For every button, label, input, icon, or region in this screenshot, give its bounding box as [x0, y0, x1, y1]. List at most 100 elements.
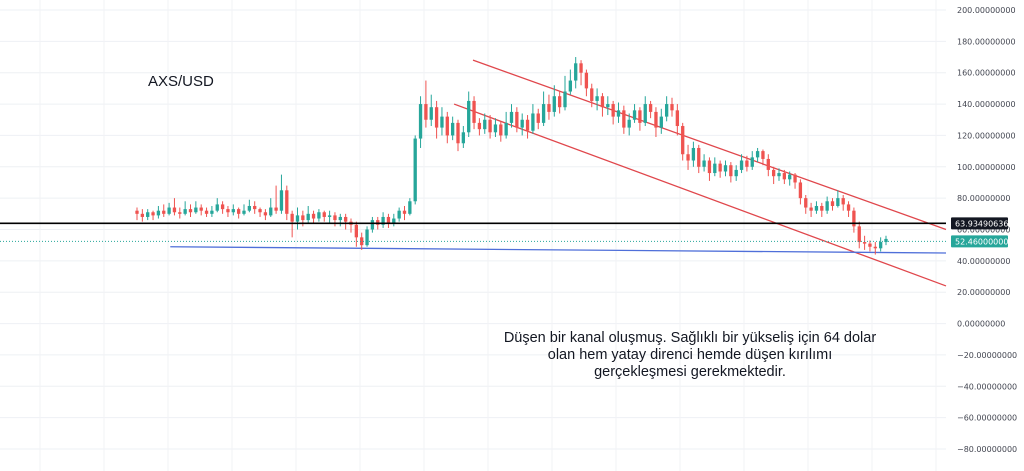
candle-body [434, 107, 439, 128]
y-tick-label: 140.00000000 [957, 100, 1016, 109]
candle-body [365, 229, 369, 246]
y-tick-label: 0.00000000 [957, 320, 1005, 329]
annotation-text: Düşen bir kanal oluşmuş. Sağlıklı bir yü… [455, 330, 925, 381]
y-tick-label: 100.00000000 [957, 163, 1016, 172]
candle-body [643, 104, 647, 123]
support-line [170, 246, 947, 254]
candle-body [199, 207, 203, 211]
resistance-price-badge-label: 63.93490636 [955, 219, 1008, 228]
candle-body [809, 207, 813, 211]
candle-body [499, 124, 503, 136]
candle-body [777, 173, 781, 177]
candle-body [151, 212, 155, 216]
candle-body [376, 220, 380, 225]
candle-body [306, 213, 310, 221]
candle-body [413, 138, 417, 202]
candle-body [253, 205, 257, 210]
candle-body [236, 209, 241, 214]
candle-body [424, 104, 428, 120]
candle-body [627, 119, 631, 128]
candle-body [846, 204, 851, 211]
candle-body [386, 216, 391, 224]
candle-body [771, 169, 776, 177]
price-axis[interactable]: 200.00000000 180.00000000 160.00000000 140.… [951, 6, 1017, 454]
candle-body [868, 243, 872, 247]
chart-grid [0, 0, 946, 471]
candle-body [723, 165, 728, 172]
candle-body [343, 216, 348, 222]
candle-body [172, 207, 177, 213]
candle-body [814, 205, 819, 211]
candle-body [531, 113, 535, 131]
candle-body [418, 104, 423, 139]
candle-body [739, 160, 744, 170]
candle-body [322, 212, 326, 217]
candle-body [525, 119, 530, 131]
candle-body [718, 163, 722, 172]
candle-body [600, 96, 605, 108]
candle-body [702, 160, 706, 167]
candle-body [755, 151, 760, 158]
candle-body [370, 220, 375, 230]
candle-body [188, 209, 193, 213]
annotation-line-3: gerçekleşmesi gerekmektedir. [594, 364, 786, 380]
candle-body [493, 124, 498, 133]
candle-body [697, 147, 701, 167]
candle-body [536, 113, 540, 123]
candles [135, 57, 888, 255]
candle-body [745, 160, 749, 167]
candle-body [360, 237, 364, 246]
annotation-line-1: Düşen bir kanal oluşmuş. Sağlıklı bir yü… [503, 330, 877, 346]
candle-body [279, 190, 284, 211]
candle-body [681, 126, 685, 155]
last-price-badge [951, 235, 1008, 248]
candle-body [563, 91, 567, 108]
candle-body [285, 190, 289, 214]
candle-body [713, 163, 717, 174]
y-tick-label: 60.00000000 [957, 226, 1010, 235]
channel-lower-line [453, 103, 947, 287]
candle-body [327, 215, 332, 217]
candle-body [146, 212, 150, 217]
candle-body [841, 198, 845, 205]
candle-body [707, 160, 712, 174]
candle-body [488, 119, 492, 133]
candle-body [632, 110, 637, 120]
candle-body [852, 210, 856, 227]
candle-body [857, 226, 861, 243]
candle-body [178, 212, 182, 214]
candle-body [515, 111, 519, 128]
y-tick-label: 160.00000000 [957, 69, 1016, 78]
candle-body [504, 122, 508, 136]
candle-body [461, 132, 466, 144]
candle-body [135, 210, 139, 214]
y-tick-label: 180.00000000 [957, 37, 1016, 46]
trend-drawings [170, 59, 947, 287]
candle-body [167, 207, 171, 214]
candle-body [664, 104, 669, 117]
y-tick-label: −40.00000000 [957, 382, 1017, 391]
candle-body [477, 122, 482, 130]
channel-upper-line [472, 59, 947, 231]
candle-body [397, 210, 401, 219]
candle-body [183, 209, 187, 214]
candle-body [804, 198, 808, 208]
candle-body [269, 207, 273, 216]
candle-body [606, 104, 610, 108]
candle-body [520, 119, 524, 128]
candle-body [440, 116, 444, 128]
candle-body [290, 213, 294, 222]
y-tick-label: −20.00000000 [957, 351, 1017, 360]
overlay-drawings [0, 222, 946, 242]
candle-body [798, 182, 803, 199]
candle-body [729, 165, 733, 177]
candle-body [884, 238, 888, 243]
y-tick-label: 80.00000000 [957, 194, 1010, 203]
y-tick-label: 120.00000000 [957, 131, 1016, 140]
candle-body [820, 205, 824, 211]
candle-body [766, 158, 770, 170]
candle-body [862, 242, 867, 244]
candle-body [456, 122, 460, 144]
candle-body [140, 213, 145, 217]
